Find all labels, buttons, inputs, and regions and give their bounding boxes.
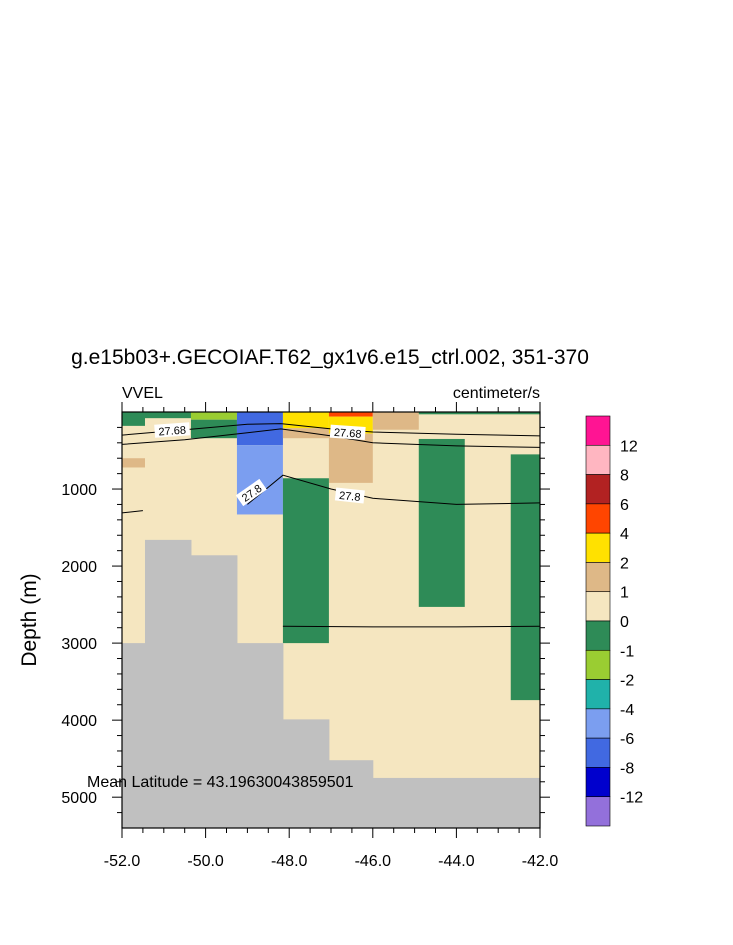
x-tick-label: -42.0 <box>522 853 559 870</box>
land-block <box>144 539 192 828</box>
colorbar-swatch <box>585 474 611 505</box>
colorbar-label: -8 <box>620 760 634 777</box>
velocity-cell <box>328 433 373 483</box>
colorbar-swatch <box>585 591 611 622</box>
velocity-cell <box>372 412 419 430</box>
colorbar-swatch <box>585 562 611 593</box>
contour-label-bg <box>154 422 191 438</box>
mean-latitude-annotation: Mean Latitude = 43.19630043859501 <box>87 774 354 791</box>
colorbar-swatch <box>585 532 611 563</box>
contour-line <box>121 510 143 514</box>
colorbar-label: 12 <box>620 438 638 455</box>
colorbar-swatch <box>585 679 611 710</box>
x-tick-label: -48.0 <box>271 853 308 870</box>
land-block <box>122 643 146 828</box>
contour-label: 27.8 <box>334 487 365 504</box>
colorbar-label: -4 <box>620 702 634 719</box>
colorbar-swatch <box>585 620 611 651</box>
colorbar-label: 0 <box>620 614 629 631</box>
velocity-cell <box>190 412 237 420</box>
colorbar-swatch <box>585 708 611 739</box>
colorbar-label: 8 <box>620 468 629 485</box>
colorbar-label: 6 <box>620 497 629 514</box>
y-axis-label: Depth (m) <box>18 573 41 666</box>
y-tick-label: 4000 <box>61 713 97 730</box>
land-block <box>190 555 238 828</box>
contour-label-text: 27.68 <box>158 425 186 439</box>
land-block <box>282 719 330 828</box>
colorbar-swatch <box>585 415 611 446</box>
velocity-cell <box>418 438 465 607</box>
x-tick-label: -46.0 <box>355 853 392 870</box>
contour-line <box>121 423 541 437</box>
colorbar-swatch <box>585 649 611 680</box>
colorbar: 12 8 6 4 2 1 0 -1 -2 -4 -6 -8 -12 <box>585 415 643 827</box>
contour-label-text: 27.8 <box>338 490 361 504</box>
velocity-cell <box>190 419 237 439</box>
colorbar-swatch <box>585 444 611 475</box>
velocity-cell <box>236 412 283 446</box>
velocity-cell <box>282 412 329 429</box>
x-tick-label: -50.0 <box>187 853 224 870</box>
land-block <box>236 643 284 828</box>
contour-label: 27.68 <box>329 424 366 441</box>
velocity-cell <box>122 412 145 426</box>
contour-line <box>282 625 541 628</box>
velocity-cell <box>122 458 145 468</box>
colorbar-label: 1 <box>620 585 629 602</box>
colorbar-label: -12 <box>620 790 643 807</box>
x-tick-label: -52.0 <box>104 853 141 870</box>
contour-line <box>121 428 541 448</box>
x-tick-label: -44.0 <box>438 853 475 870</box>
land-block <box>372 777 541 828</box>
velocity-cell <box>282 428 329 439</box>
colorbar-swatch <box>585 796 611 827</box>
y-tick-label: 5000 <box>61 790 97 807</box>
contour-label: 27.68 <box>154 422 191 439</box>
y-tick-label: 2000 <box>61 559 97 576</box>
land-block <box>328 760 374 828</box>
colorbar-label: 4 <box>620 526 629 543</box>
contour-label-bg <box>334 487 365 504</box>
colorbar-swatch <box>585 737 611 768</box>
units-label: centimeter/s <box>453 385 540 402</box>
velocity-cell <box>328 412 373 417</box>
colorbar-swatch <box>585 767 611 798</box>
variable-label: VVEL <box>122 385 163 402</box>
contour-label-bg <box>329 424 366 441</box>
colorbar-swatch <box>585 503 611 534</box>
colorbar-label: 2 <box>620 555 629 572</box>
land-mask <box>122 539 541 828</box>
velocity-cell <box>144 412 191 419</box>
colorbar-label: -1 <box>620 643 634 660</box>
y-tick-label: 3000 <box>61 636 97 653</box>
y-tick-label: 1000 <box>61 482 97 499</box>
chart-title: g.e15b03+.GECOIAF.T62_gx1v6.e15_ctrl.002… <box>71 346 589 369</box>
axis-ticks: -52.0 -50.0 -48.0 -46.0 -44.0 -42.0 1000 2000 30… <box>61 402 558 870</box>
contour-label-bg <box>235 478 267 507</box>
velocity-cell <box>418 412 540 415</box>
colorbar-label: -2 <box>620 673 634 690</box>
colorbar-label: -6 <box>620 731 634 748</box>
velocity-cell <box>510 454 540 701</box>
contour-label-text: 27.68 <box>333 427 361 441</box>
velocity-cell <box>282 478 329 644</box>
